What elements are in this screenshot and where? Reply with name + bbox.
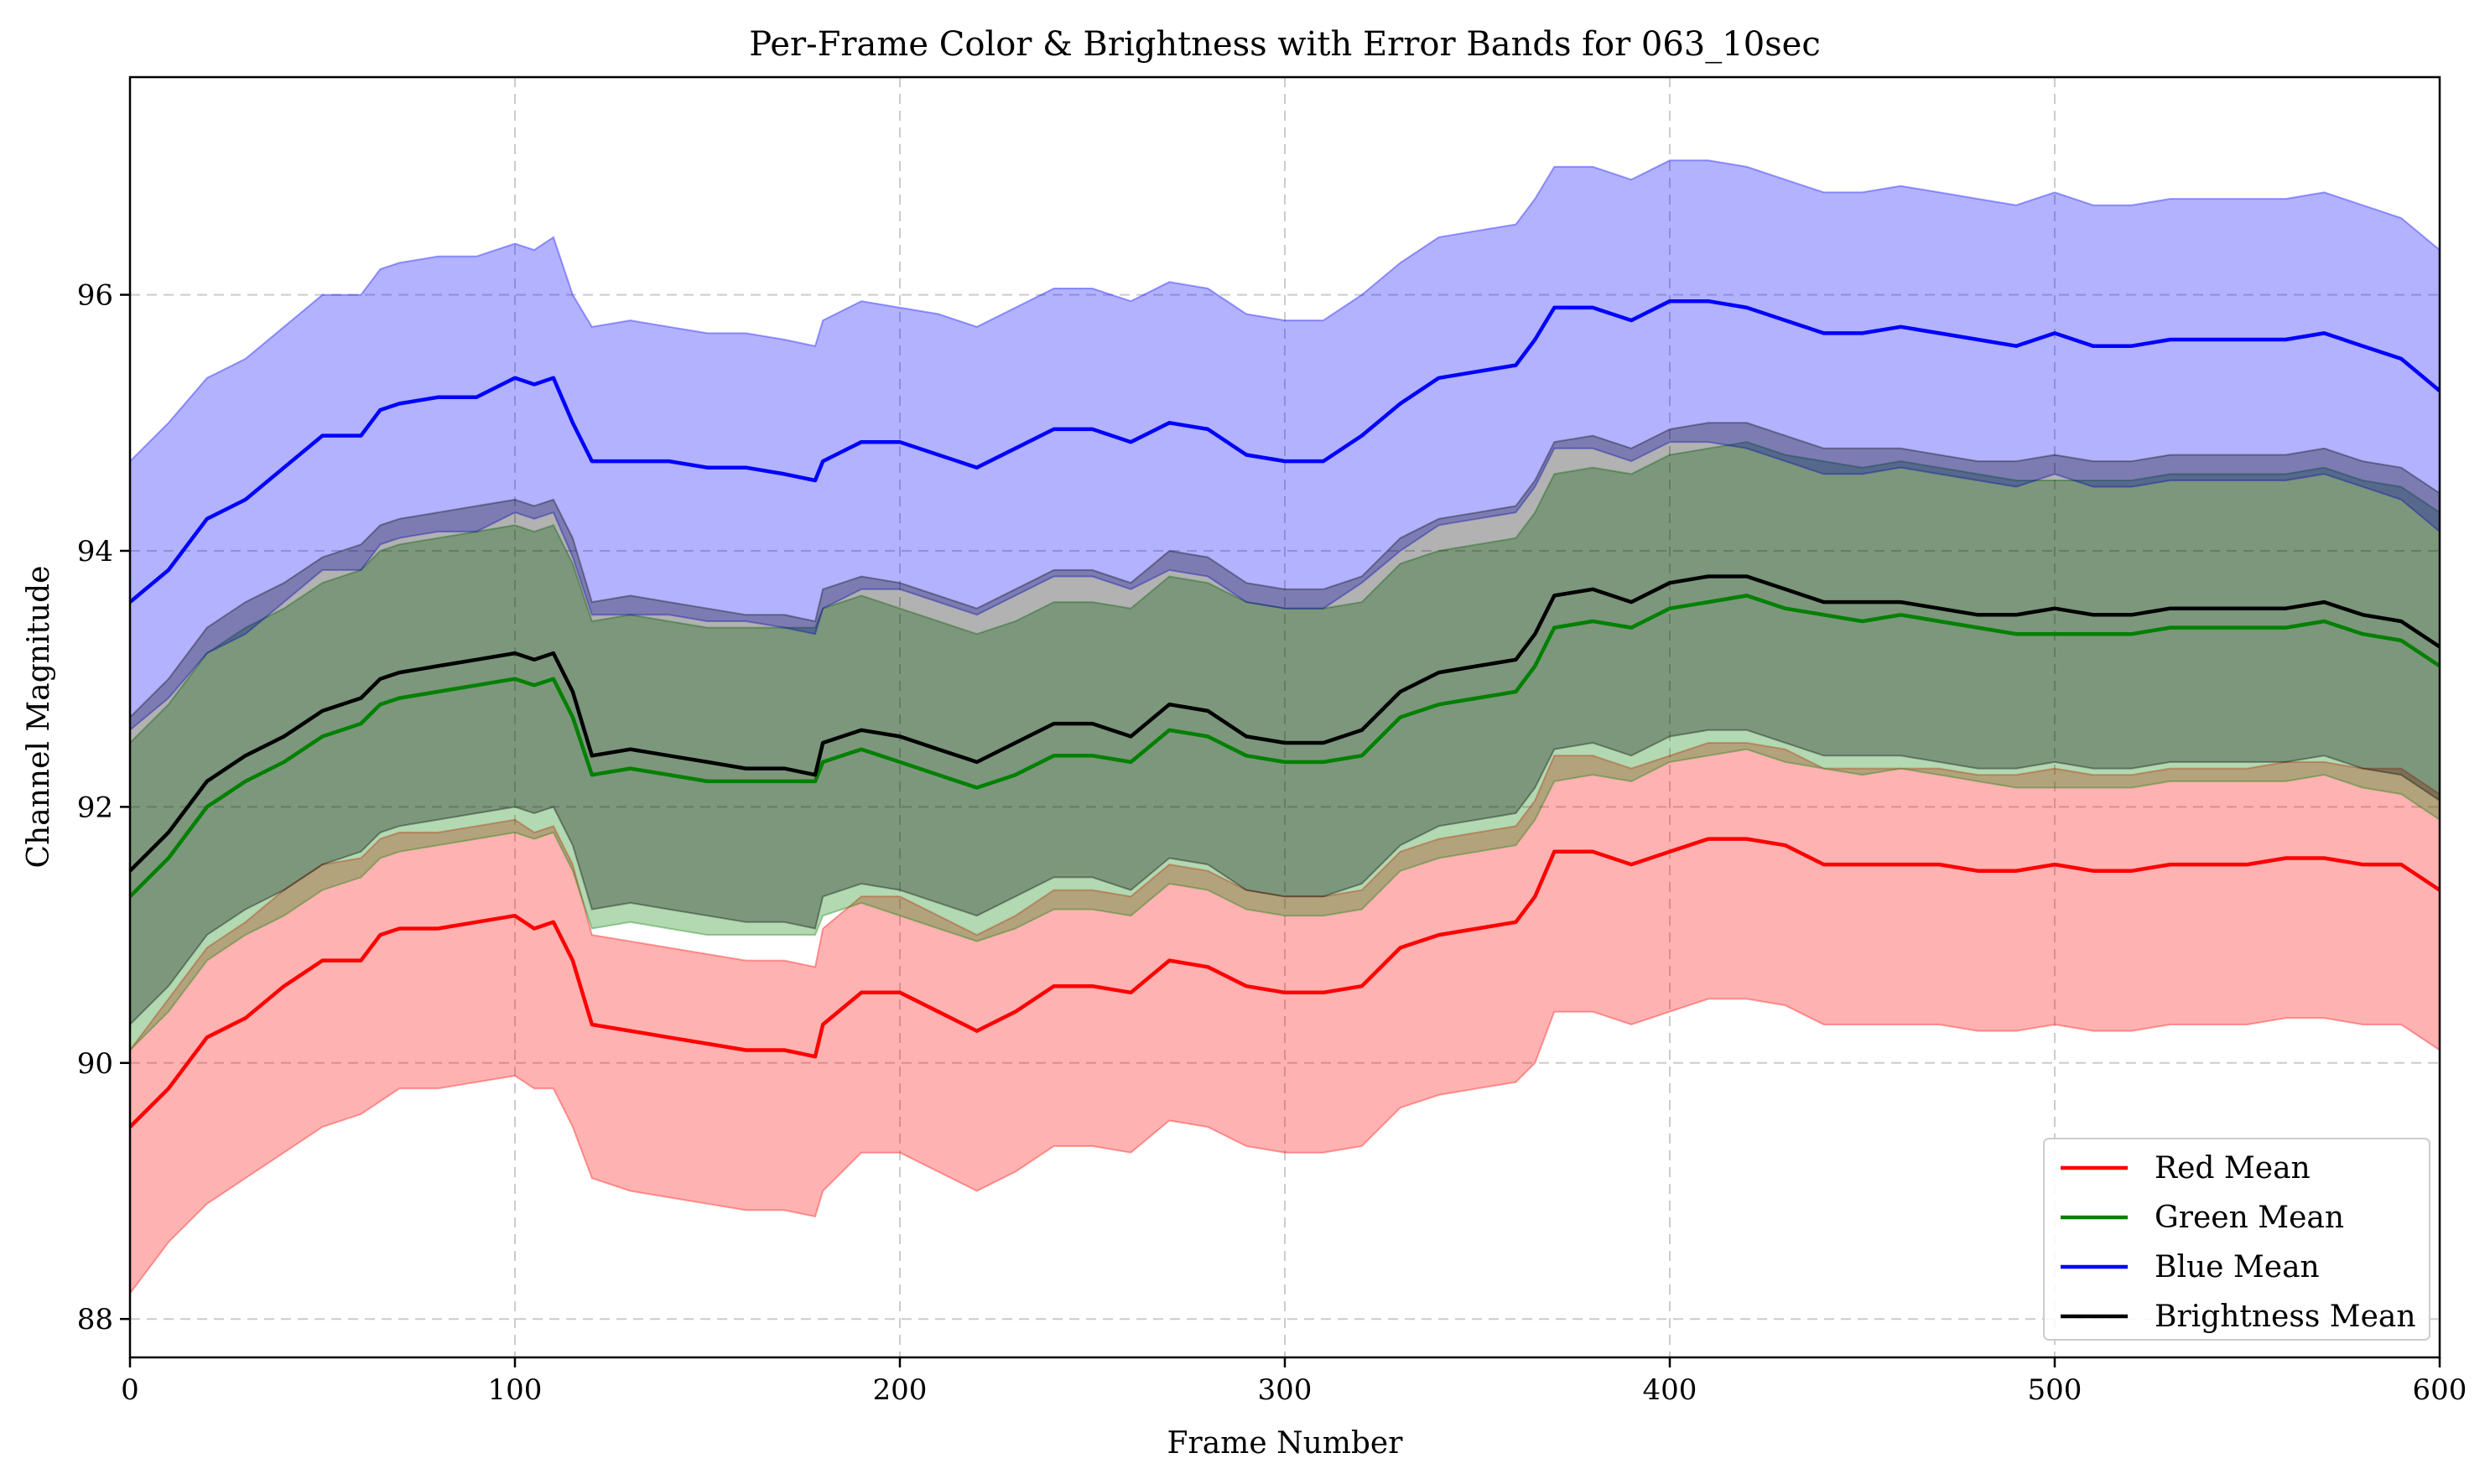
x-tick-label: 300	[1258, 1373, 1313, 1407]
error-bands	[129, 159, 2441, 1296]
series-line-1	[128, 594, 2441, 898]
series-line-0	[128, 837, 2441, 1129]
series-line-2	[128, 298, 2441, 604]
y-tick-label: 94	[77, 535, 113, 568]
legend-label: Brightness Mean	[2155, 1300, 2416, 1334]
chart-title: Per-Frame Color & Brightness with Error …	[749, 25, 1821, 64]
legend-label: Blue Mean	[2155, 1250, 2320, 1284]
x-tick-label: 400	[1643, 1373, 1697, 1407]
x-tick-label: 0	[121, 1373, 139, 1407]
y-tick-label: 88	[77, 1303, 113, 1336]
x-axis-label: Frame Number	[1167, 1426, 1404, 1461]
y-tick-label: 96	[77, 279, 113, 313]
legend-label: Green Mean	[2155, 1201, 2344, 1235]
y-tick-label: 90	[77, 1047, 113, 1081]
axis-ticks: 0 100 200 300 400 500 600 88 90 92 94 96	[77, 279, 2467, 1407]
series-lines	[128, 298, 2441, 1129]
x-tick-label: 200	[873, 1373, 928, 1407]
legend-box	[2043, 1138, 2430, 1341]
x-tick-label: 500	[2028, 1373, 2082, 1407]
y-axis-label: Channel Magnitude	[22, 566, 56, 869]
legend: Red Mean Green Mean Blue Mean Brightness Me…	[2043, 1138, 2430, 1341]
x-tick-label: 600	[2413, 1373, 2467, 1407]
legend-label: Red Mean	[2155, 1151, 2311, 1186]
x-tick-label: 100	[488, 1373, 543, 1407]
series-line-3	[128, 574, 2441, 873]
y-tick-label: 92	[77, 791, 113, 824]
